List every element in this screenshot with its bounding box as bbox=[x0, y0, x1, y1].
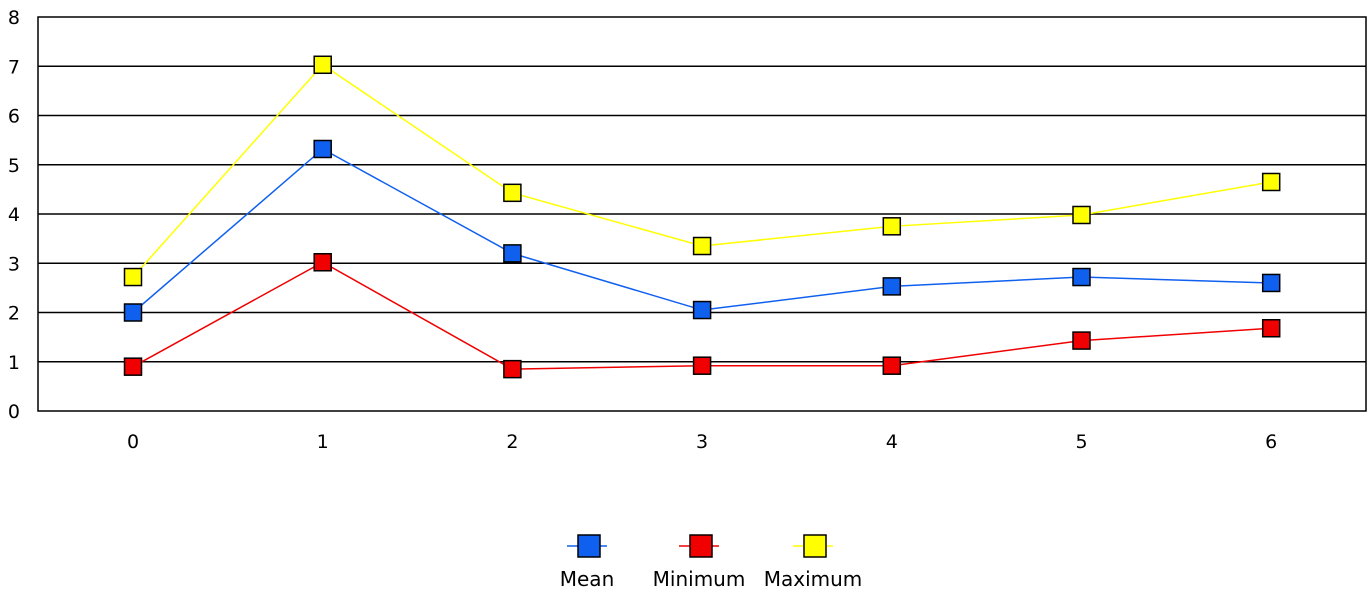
x-axis-ticks: 0 1 2 3 4 5 6 bbox=[127, 431, 1277, 453]
x-tick-label: 5 bbox=[1075, 431, 1087, 453]
data-point-minimum bbox=[882, 356, 902, 375]
data-point-maximum bbox=[313, 55, 332, 75]
x-tick-label: 0 bbox=[127, 431, 139, 453]
y-tick-label: 3 bbox=[8, 253, 20, 275]
data-point-mean bbox=[123, 303, 143, 322]
data-point-minimum bbox=[1261, 319, 1281, 338]
y-tick-label: 1 bbox=[8, 352, 20, 374]
plot-frame bbox=[37, 16, 1367, 412]
grid-lines bbox=[38, 65, 1366, 363]
y-tick-label: 2 bbox=[8, 303, 20, 325]
legend-marker-mean bbox=[577, 534, 601, 558]
data-point-mean bbox=[313, 139, 332, 159]
data-point-mean bbox=[503, 244, 522, 263]
data-point-minimum bbox=[123, 357, 143, 376]
x-tick-label: 3 bbox=[696, 431, 708, 453]
x-tick-label: 4 bbox=[886, 431, 898, 453]
data-point-minimum bbox=[692, 356, 712, 375]
data-point-mean bbox=[692, 300, 712, 320]
data-point-minimum bbox=[1072, 331, 1091, 350]
x-tick-label: 2 bbox=[506, 431, 518, 453]
data-point-minimum bbox=[503, 359, 522, 379]
legend: Mean Minimum Maximum bbox=[560, 534, 863, 591]
data-point-minimum bbox=[313, 253, 332, 272]
legend-marker-maximum bbox=[803, 534, 827, 558]
y-axis-ticks: 0 1 2 3 4 5 6 7 8 bbox=[8, 7, 20, 423]
y-tick-label: 6 bbox=[8, 106, 20, 128]
legend-label-minimum: Minimum bbox=[653, 567, 746, 591]
y-tick-label: 7 bbox=[8, 56, 20, 78]
legend-label-mean: Mean bbox=[560, 567, 615, 591]
data-point-mean bbox=[1261, 273, 1281, 293]
data-point-maximum bbox=[1261, 172, 1281, 192]
y-tick-label: 4 bbox=[8, 204, 20, 226]
data-point-maximum bbox=[123, 267, 143, 287]
data-point-maximum bbox=[692, 236, 712, 256]
y-tick-label: 0 bbox=[8, 401, 20, 423]
legend-marker-minimum bbox=[689, 534, 713, 558]
y-tick-label: 8 bbox=[8, 7, 20, 29]
x-tick-label: 1 bbox=[317, 431, 329, 453]
series-line-mean bbox=[132, 148, 1272, 314]
x-tick-label: 6 bbox=[1265, 431, 1277, 453]
data-point-maximum bbox=[1072, 205, 1091, 225]
legend-label-maximum: Maximum bbox=[764, 567, 863, 591]
y-tick-label: 5 bbox=[8, 155, 20, 177]
series-layer bbox=[123, 55, 1281, 379]
data-point-maximum bbox=[882, 217, 902, 236]
data-point-mean bbox=[882, 277, 902, 296]
data-point-maximum bbox=[503, 183, 522, 203]
data-point-mean bbox=[1072, 267, 1091, 287]
